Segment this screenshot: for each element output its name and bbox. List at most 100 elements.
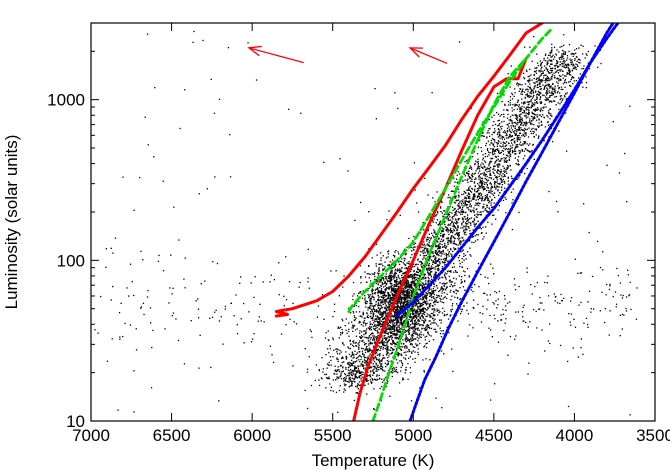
star-point [350,356,352,358]
star-point [433,297,435,299]
star-point [412,289,414,291]
star-point [402,296,404,299]
star-point [396,289,398,291]
star-point [510,131,512,134]
star-point [497,132,499,134]
star-point [466,217,468,220]
star-point [407,280,409,282]
star-point [383,341,385,343]
star-point [543,74,545,77]
star-point [457,199,460,201]
star-point [412,266,414,268]
star-point [336,357,338,359]
star-point [412,247,414,249]
star-point [413,253,415,255]
star-point [470,222,472,224]
star-point [402,317,404,319]
star-point [328,361,330,364]
star-point [400,261,402,263]
star-point [340,371,343,373]
star-point [451,254,453,256]
star-point [545,67,547,69]
star-point [587,62,589,64]
star-point [477,211,479,213]
star-point [436,310,438,312]
star-point [462,240,464,242]
star-point [531,102,533,104]
star-point [438,254,440,257]
star-point [509,153,512,155]
star-point [546,75,548,78]
star-point [513,95,515,97]
star-point [493,192,495,194]
star-point [374,378,376,381]
star-point [561,99,563,101]
star-point [430,302,432,305]
star-point [429,255,431,258]
star-point [517,160,519,162]
star-point [508,136,510,138]
star-point [367,383,369,385]
star-point [417,311,419,314]
star-point [390,278,392,280]
star-point [493,273,495,275]
star-point [496,145,498,147]
star-point [385,348,387,350]
star-point [561,54,563,56]
star-point [545,106,547,108]
star-point [480,193,483,195]
star-point [437,248,439,250]
star-point [454,282,456,284]
star-point [485,232,487,234]
star-point [343,391,345,393]
star-point [501,136,503,139]
star-point [497,190,499,192]
star-point [524,102,526,104]
star-point [476,204,478,206]
star-point [484,156,486,158]
star-point [376,374,378,376]
star-point [566,73,568,75]
star-point [441,230,443,232]
star-point [428,237,430,239]
star-point [485,144,487,147]
star-point [411,321,414,323]
star-point [545,79,547,81]
star-point [495,176,497,178]
star-point [544,79,546,82]
star-point [491,223,493,225]
star-point [395,338,397,340]
star-point [456,221,458,223]
star-point [471,173,474,175]
star-point [573,64,575,66]
star-point [372,312,374,314]
star-point [485,174,487,176]
star-point [385,338,387,341]
star-point [484,183,486,185]
star-point [543,57,545,59]
star-point [487,130,489,132]
star-point [421,299,424,301]
star-point [383,332,385,334]
star-point [401,343,403,345]
star-point [367,371,369,374]
star-point [423,229,425,231]
star-point [567,73,569,75]
star-point [510,191,513,193]
star-point [535,72,538,74]
star-point [360,277,362,279]
star-point [514,134,516,136]
star-point [376,326,378,329]
star-point [393,371,395,373]
star-point [354,374,356,376]
star-point [404,331,406,334]
star-point [390,332,392,334]
star-point [480,273,482,276]
star-point [565,98,567,101]
star-point [576,60,578,62]
star-point [367,350,369,352]
star-point [355,376,358,379]
star-point [421,303,423,305]
star-point [496,111,498,114]
star-point [428,299,431,301]
